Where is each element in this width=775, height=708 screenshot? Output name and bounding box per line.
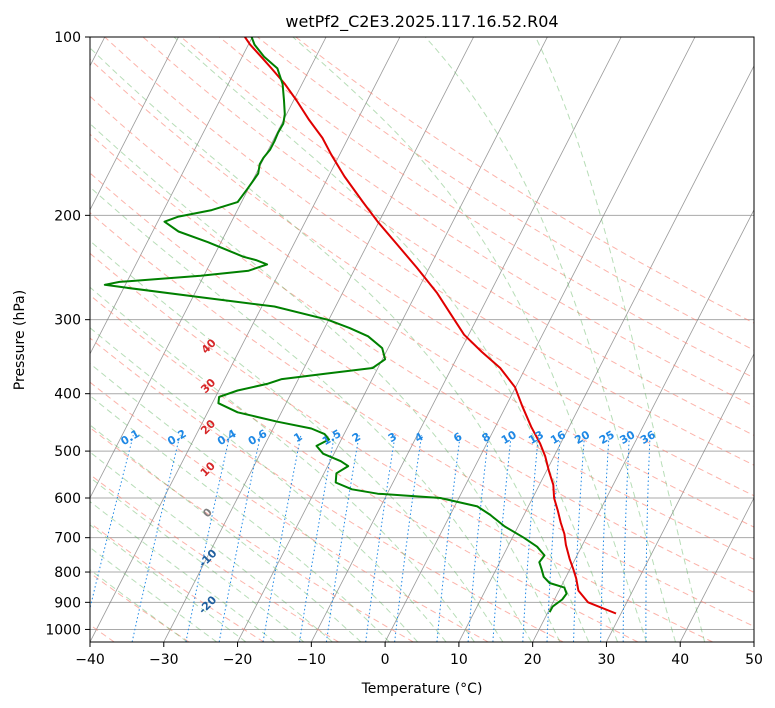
dry-adiabat-line — [90, 294, 639, 642]
x-tick-label: −30 — [149, 652, 179, 668]
mixing-ratio-line — [394, 435, 423, 642]
dry-adiabat-line — [104, 37, 754, 466]
mixing-ratio-line — [522, 435, 539, 642]
mixing-ratio-line — [645, 435, 651, 642]
mixing-ratio-line — [262, 435, 302, 642]
moist-adiabat-line — [425, 37, 676, 642]
mixing-ratio-line — [600, 435, 610, 642]
y-tick-label: 800 — [54, 565, 81, 581]
mixing-ratio-line — [365, 435, 396, 642]
y-tick-label: 400 — [54, 387, 81, 403]
y-tick-label: 1000 — [45, 622, 81, 638]
moist-adiabat-line — [292, 37, 647, 642]
isotherm-line — [458, 65, 754, 642]
moist-adiabat-line — [90, 424, 362, 642]
mixing-ratio-line — [299, 435, 335, 642]
moist-adiabat-line — [90, 47, 590, 642]
y-tick-label: 300 — [54, 313, 81, 329]
isotherm-line — [90, 37, 253, 355]
dry-adiabat-line — [142, 37, 754, 436]
plot-frame — [89, 36, 755, 643]
moist-adiabat-line — [90, 451, 333, 642]
mixing-ratio-line — [492, 435, 512, 642]
dry-adiabat-line — [257, 37, 754, 351]
dry-adiabat-line — [90, 473, 339, 642]
moist-adiabat-line — [90, 240, 504, 642]
isotherm-line — [753, 641, 754, 642]
background-lines — [90, 37, 754, 642]
mixing-ratio-line — [185, 435, 231, 642]
moist-adiabat-line — [90, 569, 188, 642]
x-tick-label: 50 — [745, 652, 763, 668]
dry-adiabat-line — [295, 37, 754, 324]
x-tick-label: −40 — [75, 652, 105, 668]
isotherm-line — [237, 37, 548, 642]
mixing-ratio-line — [467, 435, 490, 642]
plot-background — [90, 37, 754, 642]
mixing-ratio-line — [546, 435, 561, 642]
x-tick-label: 40 — [671, 652, 689, 668]
isotherm-line — [90, 37, 401, 642]
dry-adiabat-line — [90, 572, 190, 642]
dry-adiabat-line — [90, 427, 414, 642]
profile-lines — [103, 37, 617, 615]
y-tick-label: 700 — [54, 531, 81, 547]
dry-adiabat-line — [90, 212, 754, 628]
isotherm-line — [163, 37, 474, 642]
y-tick-label: 100 — [54, 30, 81, 46]
axes: −40 −30 −20 −10 0 10 20 30 40 50 100 200 300 400 500 60… — [45, 30, 763, 668]
isotherm-line — [384, 37, 696, 642]
moist-adiabat-line — [90, 395, 390, 642]
moist-adiabat-line — [90, 327, 447, 642]
x-tick-label: 0 — [381, 652, 390, 668]
moist-adiabat-line — [535, 37, 706, 642]
isotherm-line — [90, 37, 179, 211]
moist-adiabat-line — [90, 123, 561, 642]
dry-adiabat-line — [90, 58, 754, 497]
mixing-ratio-line — [622, 435, 630, 642]
moist-adiabat-line — [90, 476, 305, 642]
moist-adiabat-line — [90, 546, 217, 642]
mixing-ratio-line — [131, 435, 181, 642]
moist-adiabat-line — [90, 501, 276, 642]
y-tick-label: 500 — [54, 444, 81, 460]
y-tick-label: 900 — [54, 595, 81, 611]
dewpoint-line — [103, 37, 568, 613]
x-axis-title: Temperature (°C) — [361, 681, 483, 697]
mixing-ratio-line — [218, 435, 261, 642]
x-tick-label: −20 — [223, 652, 253, 668]
dry-adiabat-line — [90, 133, 754, 560]
chart-title: wetPf2_C2E3.2025.117.16.52.R04 — [285, 12, 558, 32]
x-tick-label: −10 — [297, 652, 327, 668]
dry-adiabat-line — [90, 172, 754, 593]
y-axis-title: Pressure (hPa) — [12, 290, 28, 390]
isotherm-line — [606, 352, 754, 642]
moist-adiabat-line — [90, 524, 247, 642]
moist-adiabat-line — [173, 37, 618, 642]
x-tick-label: 20 — [524, 652, 542, 668]
mixing-ratio-line — [573, 435, 585, 642]
y-tick-label: 600 — [54, 491, 81, 507]
x-tick-label: 10 — [450, 652, 468, 668]
mixing-ratio-line — [436, 435, 461, 642]
y-tick-label: 200 — [54, 208, 81, 224]
dry-adiabat-line — [90, 95, 754, 528]
x-tick-label: 30 — [598, 652, 616, 668]
moist-adiabat-line — [90, 186, 532, 642]
mixing-ratio-line — [325, 435, 360, 642]
isotherm-line — [532, 208, 754, 642]
temperature-line — [244, 37, 617, 615]
isotherm-line — [679, 497, 754, 642]
moist-adiabat-line — [90, 286, 475, 642]
isotherm-line — [90, 37, 327, 499]
